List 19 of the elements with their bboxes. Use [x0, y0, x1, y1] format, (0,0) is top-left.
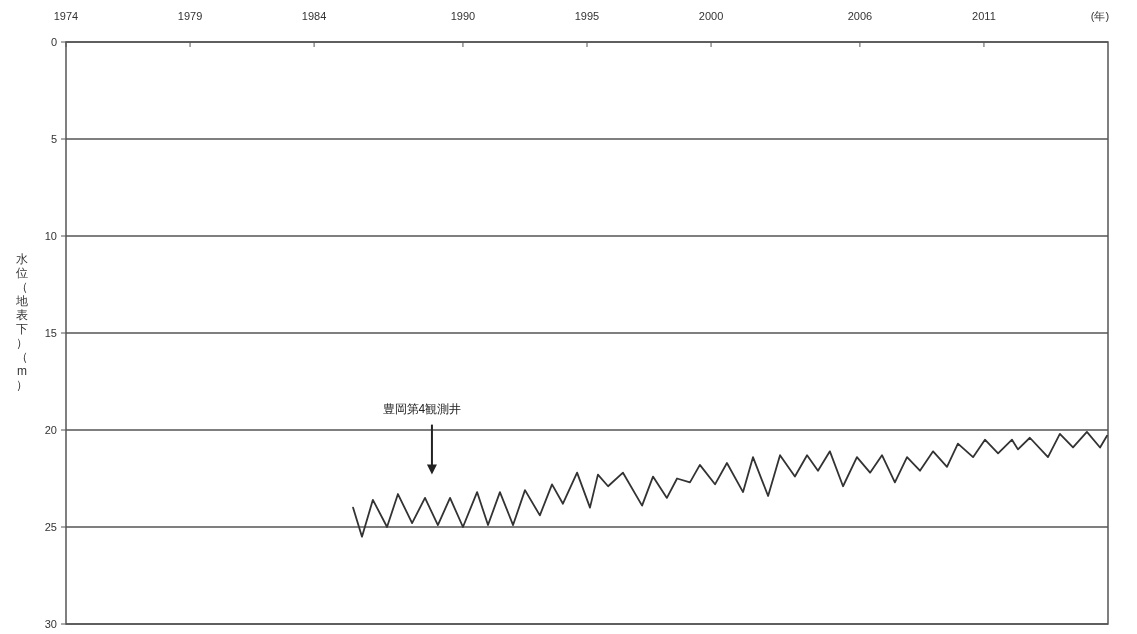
x-tick-label: 2011	[972, 10, 996, 22]
y-tick-label: 30	[44, 618, 57, 630]
x-tick-label: 1984	[301, 10, 327, 22]
text: 水位（地表下）（m）	[16, 252, 28, 392]
y-tick-label: 20	[44, 424, 57, 436]
x-tick-label: 2000	[698, 10, 724, 22]
y-tick-label: 5	[50, 133, 57, 145]
x-tick-label: 1974	[53, 10, 79, 22]
x-tick-label: 1995	[574, 10, 600, 22]
y-tick-label: 15	[44, 327, 57, 339]
y-tick-label: 0	[50, 36, 57, 48]
line-series	[352, 431, 1108, 538]
x-tick-label: 1990	[450, 10, 476, 22]
x-tick-label: 2006	[847, 10, 873, 22]
x-tick-label: 1979	[177, 10, 203, 22]
x-axis-title: (年)	[1090, 10, 1110, 22]
annotation: 豊岡第4観測井	[382, 401, 462, 416]
y-tick-label: 10	[44, 230, 57, 242]
y-tick-label: 25	[44, 521, 57, 533]
